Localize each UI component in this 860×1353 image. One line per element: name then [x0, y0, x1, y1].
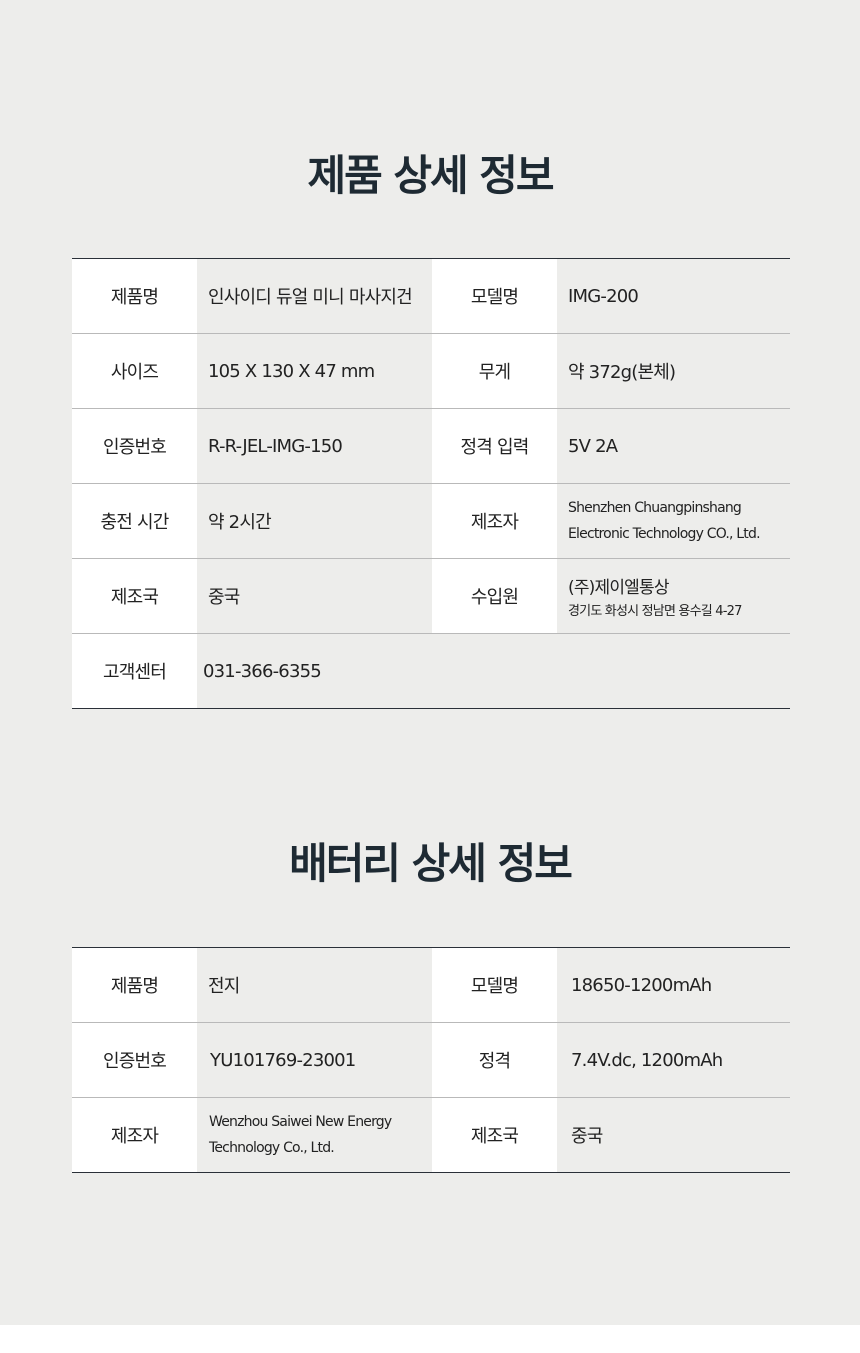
- spec-label: 인증번호: [72, 1022, 197, 1098]
- manufacturer-line2: Electronic Technology CO., Ltd.: [568, 526, 761, 542]
- spec-value: IMG-200: [557, 258, 790, 334]
- manufacturer-line2: Technology Co., Ltd.: [209, 1140, 335, 1156]
- table-row: 인증번호 R-R-JEL-IMG-150 정격 입력 5V 2A: [72, 408, 790, 484]
- spec-label: 제조국: [72, 558, 197, 634]
- spec-label: 모델명: [432, 258, 557, 334]
- battery-section-title: 배터리 상세 정보: [289, 839, 573, 888]
- spec-value: 중국: [557, 1097, 790, 1173]
- spec-label: 정격 입력: [432, 408, 557, 484]
- table-row: 충전 시간 약 2시간 제조자 Shenzhen Chuangpinshang E…: [72, 483, 790, 559]
- table-row: 고객센터 031-366-6355: [72, 633, 790, 709]
- spec-value: 중국: [197, 558, 432, 634]
- spec-value: 7.4V.dc, 1200mAh: [557, 1022, 790, 1098]
- spec-value: YU101769-23001: [197, 1022, 432, 1098]
- product-section-title: 제품 상세 정보: [307, 151, 554, 200]
- spec-label: 고객센터: [72, 633, 197, 709]
- spec-value: 5V 2A: [557, 408, 790, 484]
- table-row: 제품명 인사이디 듀얼 미니 마사지건 모델명 IMG-200: [72, 258, 790, 334]
- spec-label: 제조자: [432, 483, 557, 559]
- table-row: 인증번호 YU101769-23001 정격 7.4V.dc, 1200mAh: [72, 1022, 790, 1098]
- spec-label: 제조자: [72, 1097, 197, 1173]
- spec-label: 제품명: [72, 258, 197, 334]
- spec-value: 인사이디 듀얼 미니 마사지건: [197, 258, 432, 334]
- spec-value-manufacturer: Wenzhou Saiwei New Energy Technology Co.,…: [197, 1097, 432, 1173]
- spec-label: 제조국: [432, 1097, 557, 1173]
- spec-label: 사이즈: [72, 333, 197, 409]
- importer-name: (주)제이엘통상: [568, 578, 670, 598]
- spec-value: 약 2시간: [197, 483, 432, 559]
- manufacturer-line1: Shenzhen Chuangpinshang: [568, 500, 742, 516]
- spec-value: 105 X 130 X 47 mm: [197, 333, 432, 409]
- spec-label: 수입원: [432, 558, 557, 634]
- table-row: 사이즈 105 X 130 X 47 mm 무게 약 372g(본체): [72, 333, 790, 409]
- spec-value: R-R-JEL-IMG-150: [197, 408, 432, 484]
- spec-label: 모델명: [432, 947, 557, 1023]
- table-row: 제품명 전지 모델명 18650-1200mAh: [72, 947, 790, 1023]
- importer-address: 경기도 화성시 정남면 용수길 4-27: [568, 604, 742, 619]
- spec-value: 약 372g(본체): [557, 333, 790, 409]
- spec-label: 인증번호: [72, 408, 197, 484]
- spec-value-manufacturer: Shenzhen Chuangpinshang Electronic Techno…: [557, 483, 790, 559]
- spec-label: 제품명: [72, 947, 197, 1023]
- product-spec-table: 제품명 인사이디 듀얼 미니 마사지건 모델명 IMG-200 사이즈 105 …: [72, 258, 790, 709]
- spec-label: 무게: [432, 333, 557, 409]
- table-row: 제조자 Wenzhou Saiwei New Energy Technology …: [72, 1097, 790, 1173]
- spec-value: 18650-1200mAh: [557, 947, 790, 1023]
- battery-spec-table: 제품명 전지 모델명 18650-1200mAh 인증번호 YU101769-2…: [72, 947, 790, 1173]
- spec-value: 전지: [197, 947, 432, 1023]
- spec-value: 031-366-6355: [197, 633, 790, 709]
- spec-label: 충전 시간: [72, 483, 197, 559]
- manufacturer-line1: Wenzhou Saiwei New Energy: [209, 1114, 392, 1130]
- spec-label: 정격: [432, 1022, 557, 1098]
